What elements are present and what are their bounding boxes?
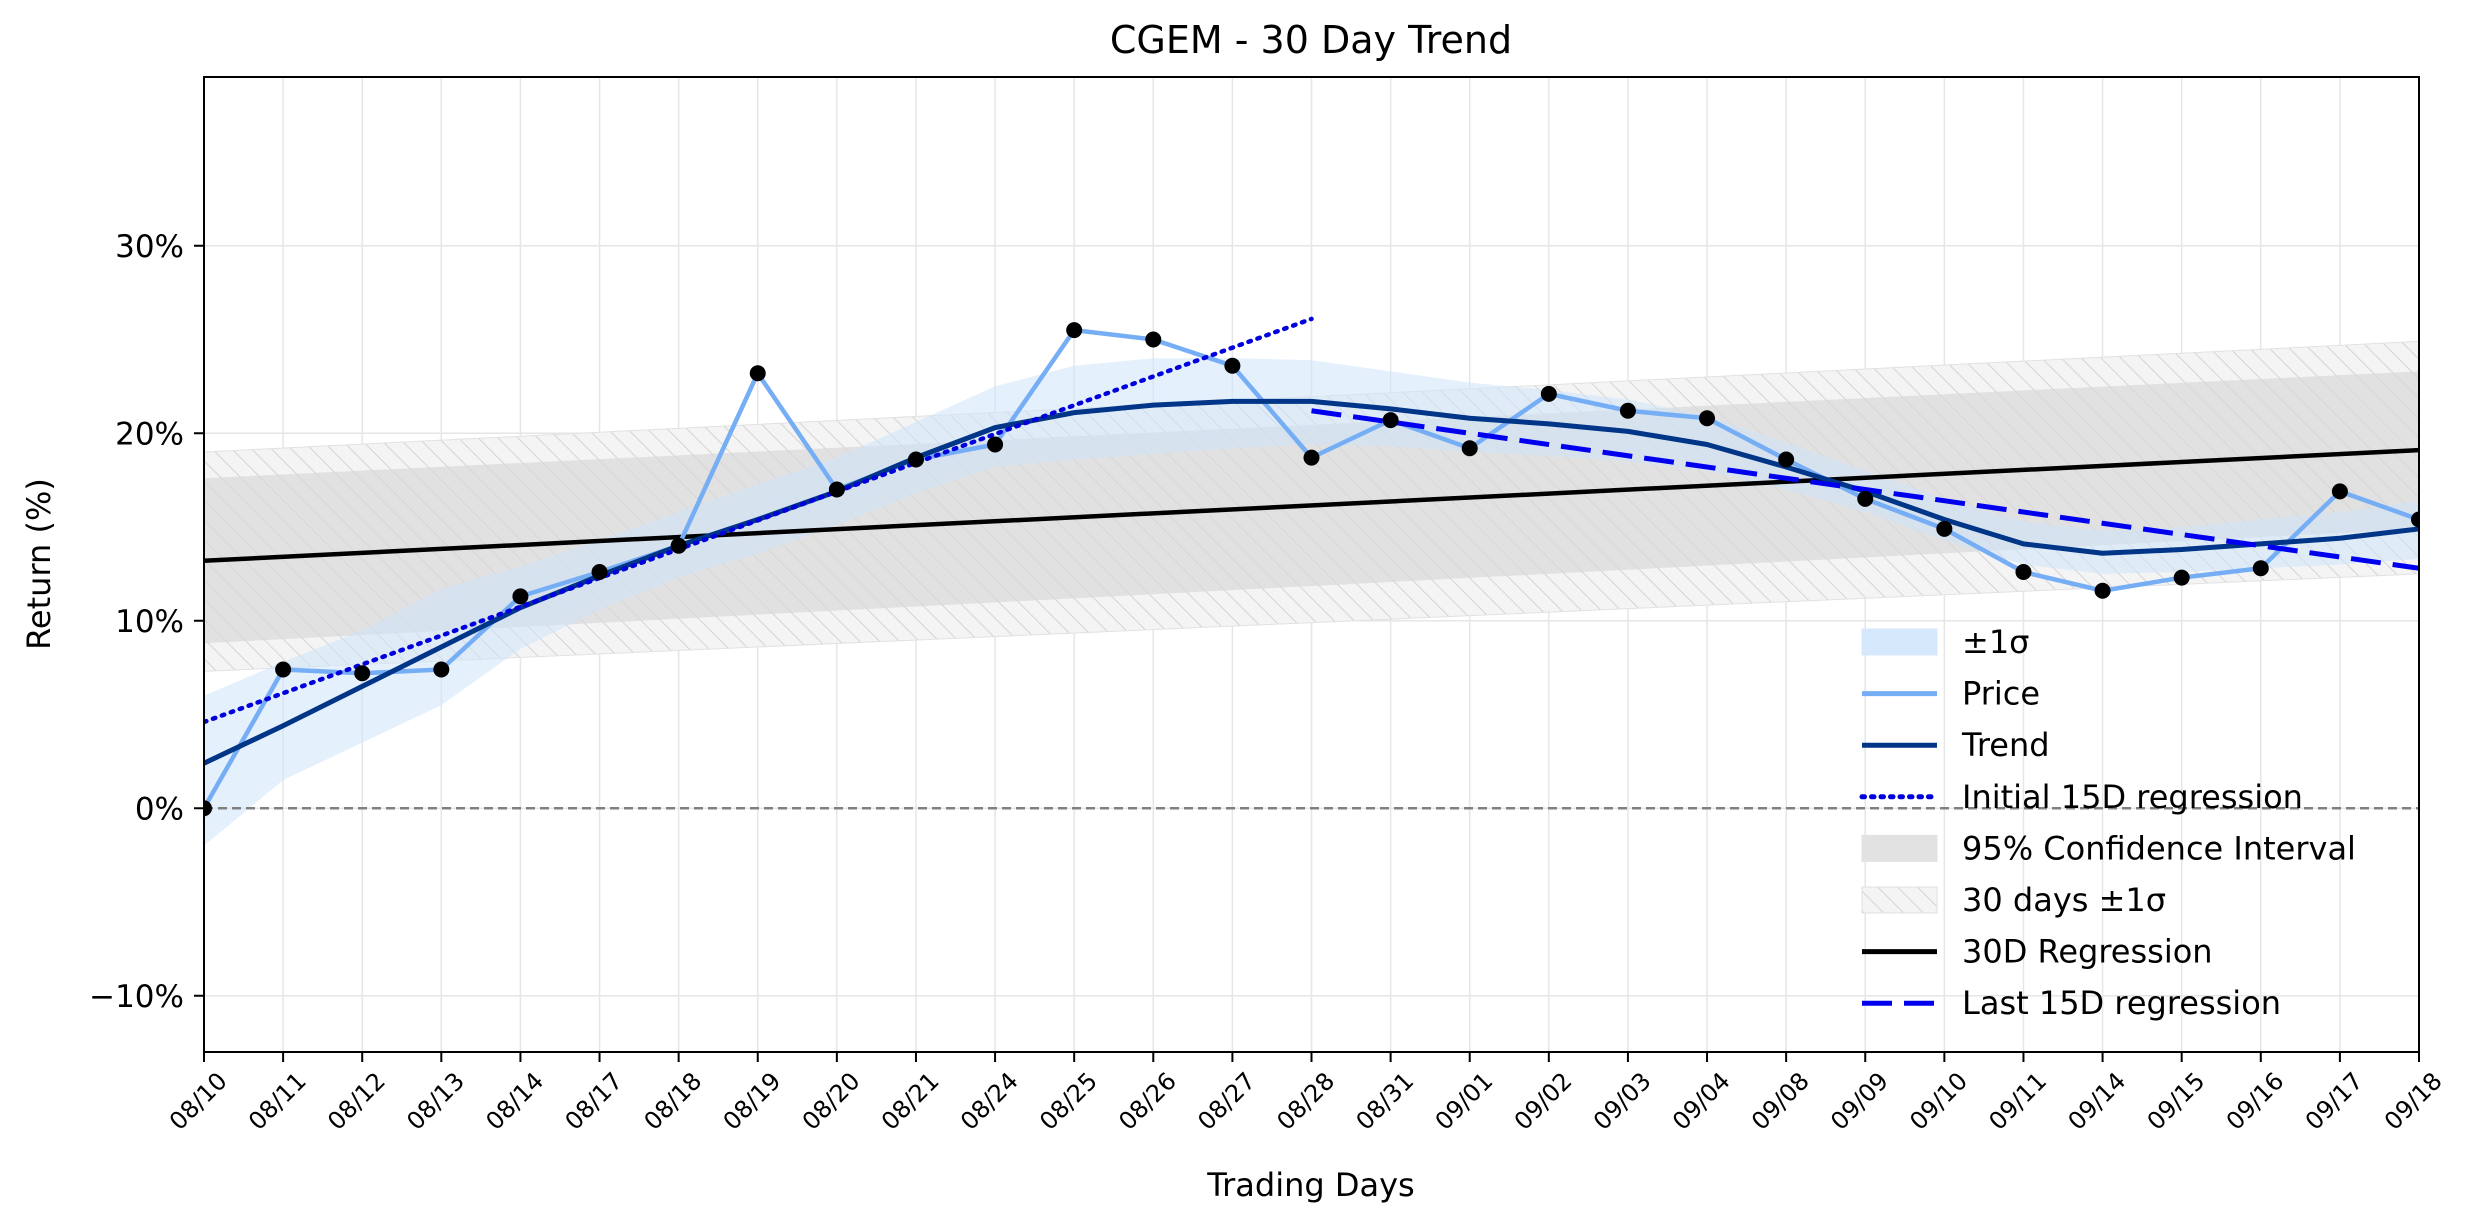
- x-axis-label: Trading Days: [1206, 1166, 1414, 1204]
- x-tick-label: 08/11: [243, 1067, 312, 1136]
- x-tick-label: 08/31: [1351, 1067, 1420, 1136]
- legend-item: Last 15D regression: [1862, 984, 2281, 1022]
- legend-label: 30D Regression: [1962, 933, 2213, 971]
- price-point: [2094, 582, 2111, 599]
- x-tick-label: 09/18: [2379, 1067, 2448, 1136]
- x-tick-label: 08/20: [797, 1067, 866, 1136]
- legend-label: 30 days ±1σ: [1962, 881, 2166, 919]
- price-point: [1303, 449, 1320, 466]
- x-tick-label: 08/28: [1271, 1067, 1340, 1136]
- price-point: [275, 661, 292, 678]
- legend-item: 95% Confidence Interval: [1861, 829, 2356, 867]
- price-point: [1619, 402, 1636, 419]
- regression-initial-15d-line: [204, 316, 1314, 725]
- price-point: [1936, 520, 1953, 537]
- x-tick-label: 08/24: [955, 1067, 1024, 1136]
- x-tick-label: 09/03: [1588, 1067, 1657, 1136]
- legend-label: 95% Confidence Interval: [1962, 829, 2356, 867]
- price-point: [1778, 451, 1795, 468]
- price-point: [591, 564, 608, 580]
- x-tick-label: 09/04: [1667, 1067, 1736, 1136]
- x-tick-label: 09/11: [1983, 1067, 2052, 1136]
- x-tick-label: 08/19: [718, 1067, 787, 1136]
- legend-label: ±1σ: [1962, 623, 2029, 661]
- legend-item: 30D Regression: [1862, 933, 2213, 971]
- regression-last-15d-line: [1311, 408, 2419, 571]
- x-tick-label: 08/26: [1113, 1067, 1182, 1136]
- legend: ±1σ Price Trend Initial 15D regression 95% C…: [1859, 623, 2356, 1022]
- x-tick-label: 08/17: [560, 1067, 629, 1136]
- legend-item: Initial 15D regression: [1859, 778, 2303, 816]
- price-point: [2173, 569, 2190, 586]
- x-tick-label: 08/12: [322, 1067, 391, 1136]
- band-sigma: [204, 358, 2419, 846]
- price-point: [2015, 564, 2032, 580]
- plot-area: [204, 316, 2419, 846]
- price-point: [1145, 331, 1162, 348]
- price-point: [1461, 440, 1478, 457]
- price-point: [1699, 410, 1716, 427]
- legend-label: Last 15D regression: [1962, 984, 2281, 1022]
- x-tick-label: 08/14: [480, 1067, 549, 1136]
- x-tick-label: 09/01: [1430, 1067, 1499, 1136]
- legend-swatch: [1861, 886, 1938, 914]
- x-tick-label: 08/18: [639, 1067, 708, 1136]
- price-point: [670, 537, 687, 554]
- y-tick-label: 10%: [115, 604, 184, 640]
- x-tick-label: 09/17: [2300, 1067, 2369, 1136]
- legend-item: Price: [1862, 675, 2040, 713]
- price-point: [1857, 490, 1874, 507]
- legend-label: Trend: [1961, 726, 2050, 764]
- price-point: [749, 365, 766, 382]
- y-tick-label: 20%: [115, 416, 184, 452]
- regression-30d-line: [204, 447, 2419, 563]
- price-point: [987, 436, 1004, 453]
- price-point: [1224, 357, 1241, 374]
- legend-swatch: [1861, 834, 1938, 862]
- price-point: [2411, 511, 2419, 528]
- x-tick-label: 09/08: [1746, 1067, 1815, 1136]
- price-point: [2331, 483, 2348, 500]
- x-tick-label: 09/14: [2063, 1067, 2132, 1136]
- x-tick-label: 09/15: [2142, 1067, 2211, 1136]
- x-tick-label: 09/16: [2221, 1067, 2290, 1136]
- legend-item: ±1σ: [1861, 623, 2029, 661]
- x-tick-label: 08/27: [1192, 1067, 1261, 1136]
- price-point: [1382, 412, 1399, 429]
- price-point: [907, 451, 924, 468]
- x-tick-label: 08/13: [401, 1067, 470, 1136]
- x-tick-label: 09/02: [1509, 1067, 1578, 1136]
- legend-item: 30 days ±1σ: [1861, 881, 2166, 919]
- y-tick-label: 30%: [115, 229, 184, 265]
- price-point: [2252, 560, 2269, 577]
- y-axis-label: Return (%): [20, 478, 58, 650]
- price-point: [512, 588, 529, 605]
- price-point: [354, 665, 371, 682]
- x-tick-label: 08/21: [876, 1067, 945, 1136]
- price-point: [204, 800, 212, 817]
- chart-title: CGEM - 30 Day Trend: [1110, 18, 1512, 62]
- y-tick-label: −10%: [89, 979, 184, 1015]
- price-point: [1066, 322, 1083, 339]
- price-point: [1540, 385, 1557, 402]
- price-point: [828, 481, 845, 498]
- y-tick-label: 0%: [135, 791, 184, 827]
- x-tick-label: 09/10: [1904, 1067, 1973, 1136]
- legend-label: Initial 15D regression: [1962, 778, 2303, 816]
- legend-label: Price: [1962, 675, 2040, 713]
- x-tick-label: 09/09: [1825, 1067, 1894, 1136]
- x-tick-label: 08/25: [1034, 1067, 1103, 1136]
- legend-swatch: [1861, 628, 1938, 656]
- price-point: [433, 661, 450, 678]
- x-tick-label: 08/10: [164, 1067, 233, 1136]
- legend-item: Trend: [1862, 726, 2050, 764]
